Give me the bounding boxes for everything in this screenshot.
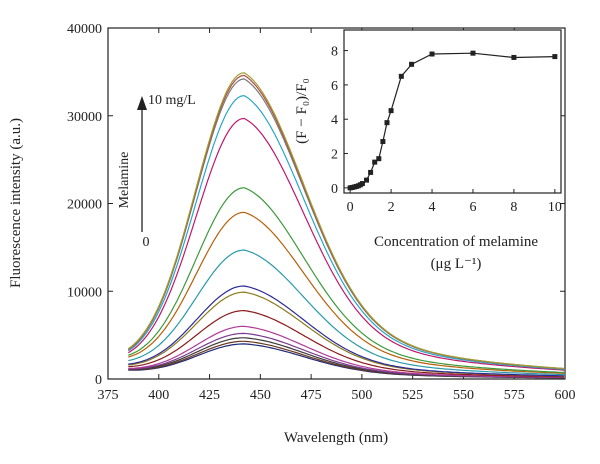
main-x-tick-label: 475: [301, 388, 322, 403]
inset-x-tick-label: 10: [548, 200, 562, 215]
inset-point-11: [380, 139, 386, 145]
inset-y-tick-label: 2: [331, 148, 338, 163]
inset-y-tick-label: 6: [331, 79, 338, 94]
main-y-tick-label: 30000: [67, 110, 102, 125]
inset-axis-ticks: 0 2 4 6 8 10 0 2 4 6 8: [331, 45, 562, 215]
main-x-tick-label: 450: [250, 388, 271, 403]
main-x-tick-label: 550: [453, 388, 474, 403]
main-x-label: Wavelength (nm): [284, 430, 388, 446]
inset-point-7: [364, 177, 370, 183]
inset-y-tick-label: 4: [331, 113, 338, 128]
inset-point-16: [429, 51, 435, 57]
inset-series: [347, 50, 558, 191]
inset-point-6: [359, 181, 365, 187]
emission-curve-4: [128, 325, 564, 378]
inset-point-12: [384, 120, 390, 126]
inset-x-tick-label: 0: [347, 200, 354, 215]
inset-point-15: [409, 61, 415, 67]
arrow-side-label: Melamine: [117, 152, 132, 209]
inset-x-tick-label: 4: [429, 200, 436, 215]
inset-point-18: [511, 54, 517, 60]
main-y-tick-label: 0: [95, 373, 102, 388]
emission-curve-9: [128, 211, 565, 374]
inset-point-19: [552, 54, 558, 60]
main-x-tick-label: 500: [351, 388, 372, 403]
inset-point-8: [368, 169, 374, 175]
main-x-tick-label: 375: [98, 388, 119, 403]
emission-curve-11: [127, 117, 565, 371]
emission-curve-5: [128, 309, 565, 378]
emission-curve-10: [128, 187, 565, 373]
main-x-tick-label: 525: [402, 388, 423, 403]
main-axis-ticks: 375 400 425 450 475 500 525 550 575 6000100002000…: [67, 22, 576, 403]
inset-point-10: [376, 156, 382, 162]
emission-curve-7: [128, 285, 565, 377]
main-y-tick-label: 10000: [67, 285, 102, 300]
melamine-arrow: [137, 96, 147, 232]
inset-point-17: [470, 50, 476, 56]
main-x-tick-label: 400: [148, 388, 169, 403]
inset-x-label-line2: (μg L⁻¹): [431, 256, 482, 272]
inset-x-tick-label: 8: [510, 200, 517, 215]
inset-x-tick-label: 2: [388, 200, 395, 215]
inset-y-label: (F − F₀)/F₀: [294, 78, 310, 144]
inset-point-13: [388, 108, 394, 114]
arrow-bottom-label: 0: [143, 235, 150, 250]
inset-x-label-line1: Concentration of melamine: [374, 234, 538, 250]
main-x-tick-label: 600: [555, 388, 576, 403]
main-curves: [127, 72, 565, 379]
emission-curve-8: [128, 249, 565, 376]
inset-y-tick-label: 8: [331, 45, 338, 60]
inset-x-tick-label: 6: [469, 200, 476, 215]
main-x-tick-label: 425: [199, 388, 220, 403]
inset-y-tick-label: 0: [331, 182, 338, 197]
inset-point-9: [372, 159, 378, 165]
main-y-tick-label: 20000: [67, 198, 102, 213]
emission-curve-15: [127, 72, 565, 370]
inset-point-14: [398, 73, 404, 79]
main-y-label: Fluorescence intensity (a.u.): [8, 118, 24, 288]
inset-plot-frame: [343, 29, 562, 194]
arrow-top-label: 10 mg/L: [148, 93, 196, 108]
main-y-tick-label: 40000: [67, 22, 102, 37]
emission-curve-12: [127, 94, 565, 370]
main-x-tick-label: 575: [504, 388, 525, 403]
